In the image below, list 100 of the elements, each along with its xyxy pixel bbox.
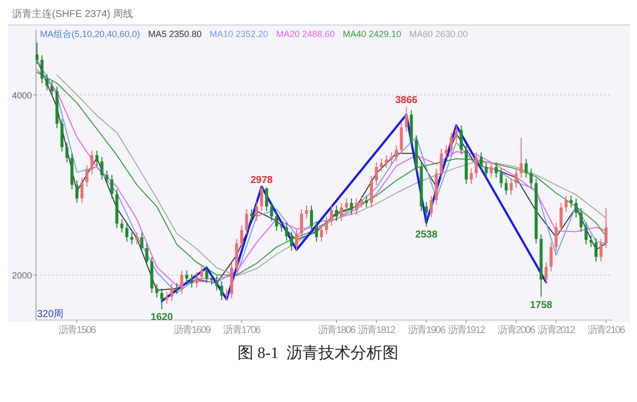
candlestick xyxy=(324,216,328,235)
candlestick xyxy=(315,221,318,242)
candlestick xyxy=(320,224,324,242)
candlestick xyxy=(470,168,473,185)
legend: MA组合(5,10,20,40,60,0) MA5 2350.80 MA10 2352.20 MA20 2488.60 MA40 2429.10 MA60 2630.00 xyxy=(40,29,468,39)
annotation: 3866 xyxy=(395,94,418,106)
candlestick xyxy=(305,205,308,219)
candlestick xyxy=(344,198,348,212)
candlestick xyxy=(330,205,333,226)
candlestick xyxy=(300,208,304,239)
candlestick xyxy=(195,272,198,288)
candlestick xyxy=(160,288,164,310)
candlestick xyxy=(570,195,573,208)
x-tick-label: 沥青2106 xyxy=(588,324,626,336)
candlestick xyxy=(90,150,94,175)
y-tick-label: 4000 xyxy=(12,90,32,100)
candlestick xyxy=(370,175,373,208)
candlestick xyxy=(440,148,443,178)
candlestick xyxy=(130,232,134,245)
candlestick xyxy=(310,205,314,232)
x-tick-label: 沥青1609 xyxy=(173,324,212,336)
candlestick xyxy=(240,224,244,248)
candlestick xyxy=(510,178,513,196)
candlestick xyxy=(524,158,528,178)
candlestick xyxy=(494,162,498,178)
candlestick xyxy=(364,195,368,208)
annotation: 320周 xyxy=(37,309,64,320)
candlestick xyxy=(110,174,114,199)
chart-title: 沥青主连(SHFE 2374) 周线 xyxy=(12,8,134,20)
caption: 图 8-1 沥青技术分析图 xyxy=(237,344,399,362)
candlestick xyxy=(245,208,248,235)
line-series xyxy=(160,114,548,302)
candlestick xyxy=(480,152,483,172)
candlestick xyxy=(350,198,353,216)
annotation: 2978 xyxy=(250,174,274,186)
candlestick xyxy=(135,232,138,245)
candlestick xyxy=(190,274,194,288)
candlestick xyxy=(454,124,458,142)
candlestick xyxy=(180,270,184,294)
candlestick xyxy=(380,158,383,172)
candlestick xyxy=(80,177,84,204)
x-tick-label: 沥青1706 xyxy=(223,324,262,336)
candlestick xyxy=(594,238,598,262)
candlestick xyxy=(584,222,588,245)
candlestick xyxy=(564,195,568,212)
candlestick xyxy=(354,198,358,216)
candlestick xyxy=(36,42,38,65)
x-tick-label: 沥青1912 xyxy=(448,324,486,336)
candlestick xyxy=(170,282,174,302)
candlestick xyxy=(450,132,453,155)
x-tick-label: 沥青1812 xyxy=(358,324,396,336)
candlestick xyxy=(404,106,408,132)
annotation: 2538 xyxy=(415,230,438,241)
candlestick xyxy=(460,124,463,155)
candlestick xyxy=(574,198,578,218)
candlestick xyxy=(360,195,363,208)
candlestick xyxy=(580,208,583,232)
candlestick xyxy=(145,242,148,266)
annotation: 1758 xyxy=(530,300,553,311)
x-tick-label: 沥青1906 xyxy=(408,324,446,336)
candlestick xyxy=(295,228,298,252)
candlestick xyxy=(590,234,593,248)
candlestick xyxy=(514,168,518,188)
y-tick-label: 2000 xyxy=(12,270,32,280)
candlestick xyxy=(215,275,218,291)
x-tick-label: 沥青1806 xyxy=(318,324,356,336)
candlestick xyxy=(210,274,214,286)
candlestick xyxy=(125,223,128,242)
candlestick xyxy=(85,164,88,188)
candlestick xyxy=(175,282,178,294)
candlestick xyxy=(394,144,398,162)
candlestick xyxy=(40,54,44,84)
candlestick xyxy=(604,207,608,248)
candlestick xyxy=(250,208,254,222)
candlestick xyxy=(504,178,508,196)
candlestick xyxy=(155,283,158,298)
candlestick xyxy=(340,202,343,222)
candlestick xyxy=(490,162,493,178)
candlestick xyxy=(60,118,64,152)
candlestick xyxy=(205,265,208,284)
candlestick xyxy=(544,262,548,284)
candlestick xyxy=(260,186,264,212)
candlestick xyxy=(220,280,224,301)
candlestick xyxy=(285,222,288,242)
x-tick-label: 沥青2012 xyxy=(538,324,576,336)
x-tick-label: 沥青1506 xyxy=(58,324,97,336)
candlestick xyxy=(430,195,433,218)
candlestick xyxy=(500,168,503,188)
candlestick xyxy=(474,152,478,178)
candlestick xyxy=(554,222,558,252)
candlestick xyxy=(390,152,393,165)
candlestick xyxy=(185,270,188,284)
candlestick xyxy=(65,142,68,163)
candlestick xyxy=(550,242,553,272)
candlestick xyxy=(384,154,388,168)
candlestick xyxy=(165,292,168,304)
candlestick xyxy=(424,202,428,228)
candlestick xyxy=(280,221,284,232)
candlestick xyxy=(105,170,108,185)
candlestick xyxy=(140,232,144,253)
